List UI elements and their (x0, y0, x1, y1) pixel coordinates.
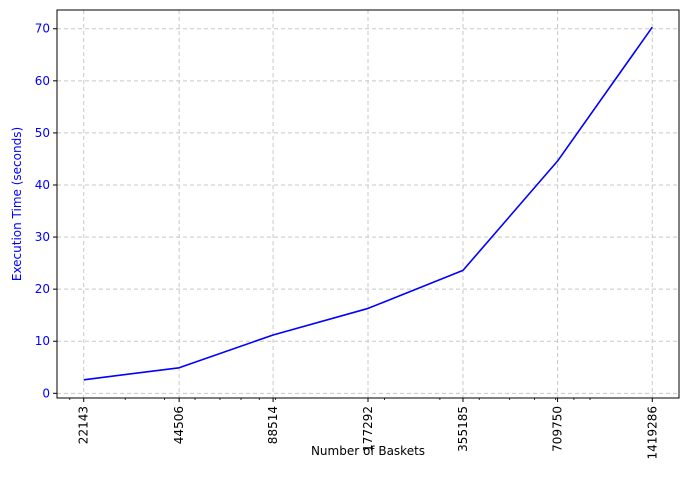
y-tick-label: 10 (35, 334, 50, 348)
x-tick-label: 177292 (361, 406, 375, 452)
y-tick-label: 60 (35, 74, 50, 88)
y-tick-label: 0 (42, 386, 50, 400)
y-tick-label: 50 (35, 126, 50, 140)
x-axis-ticks: 22143 44506 88514 177292 355185 709750 1419286 (77, 398, 659, 459)
x-axis-title: Number of Baskets (311, 444, 425, 458)
execution-time-line (83, 26, 653, 381)
x-tick-label: 355185 (456, 406, 470, 452)
x-tick-label: 88514 (266, 406, 280, 444)
x-tick-label: 22143 (77, 406, 91, 444)
y-axis-ticks: 0 10 20 30 40 50 60 70 (35, 22, 57, 400)
y-tick-label: 20 (35, 282, 50, 296)
series-layer (83, 26, 653, 381)
y-tick-label: 70 (35, 22, 50, 36)
y-tick-label: 40 (35, 178, 50, 192)
x-tick-label: 709750 (551, 406, 565, 452)
grid-lines (57, 10, 679, 398)
x-tick-label: 44506 (172, 406, 186, 444)
x-tick-label: 1419286 (645, 406, 659, 459)
y-axis-title: Execution Time (seconds) (10, 127, 24, 281)
y-tick-label: 30 (35, 230, 50, 244)
